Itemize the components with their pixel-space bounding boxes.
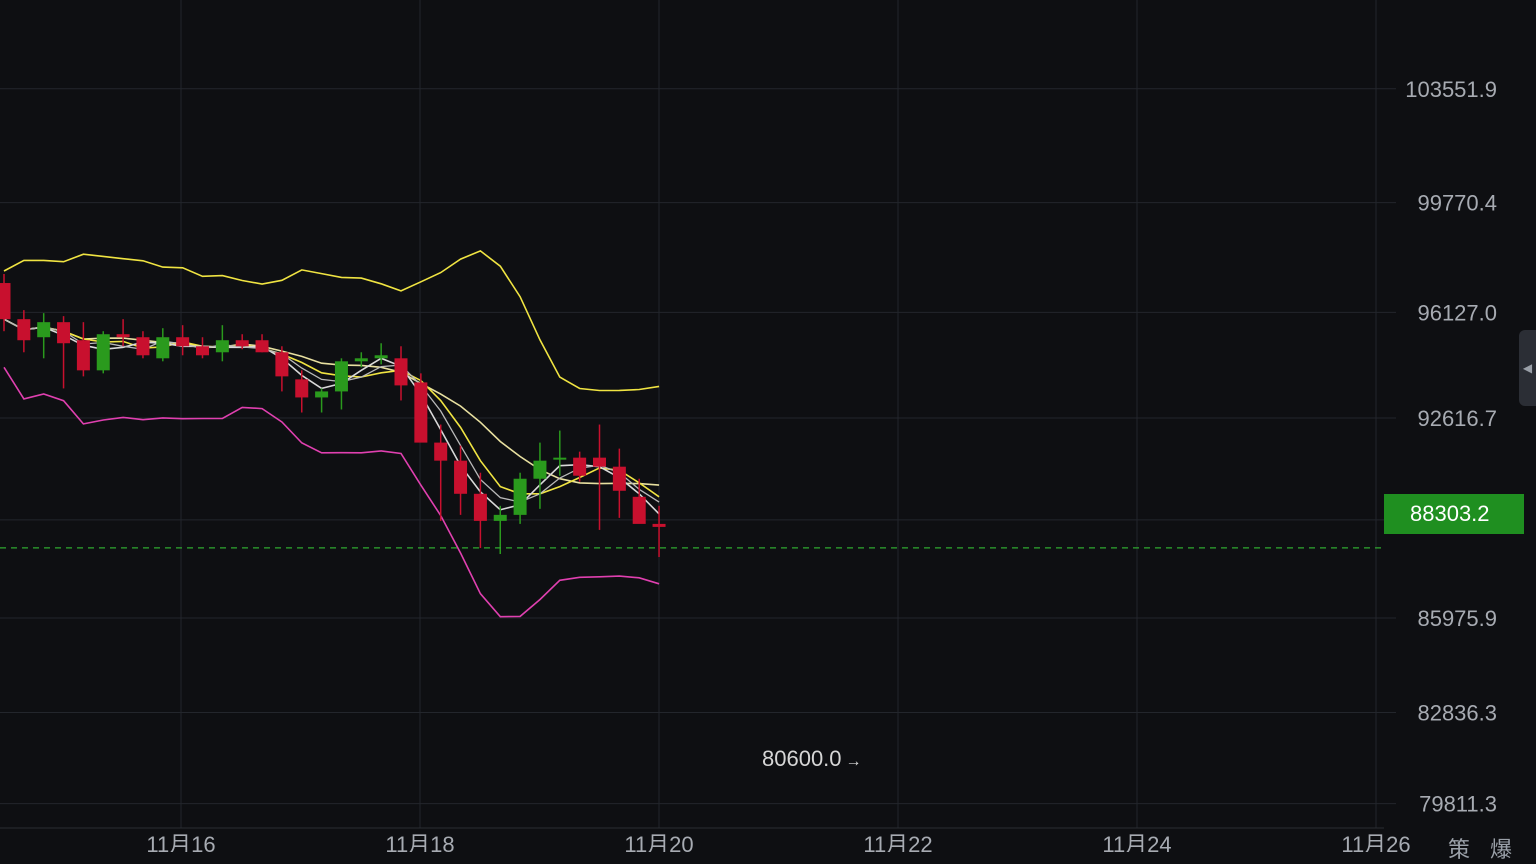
low-price-annotation: 80600.0 →	[762, 746, 862, 772]
candle-body	[136, 337, 150, 356]
candle-body	[354, 358, 368, 362]
candle-body	[255, 340, 269, 353]
ma-slow-line	[3, 318, 660, 498]
candles	[0, 273, 666, 558]
candle-body	[513, 478, 527, 515]
candle-body	[434, 442, 448, 461]
candle-body	[334, 361, 348, 392]
candle-body	[315, 391, 329, 398]
candle-body	[533, 460, 547, 479]
time-axis-label: 11月18	[385, 832, 454, 852]
candle-body	[612, 466, 626, 491]
ma-fast-line	[3, 318, 660, 515]
candle-body	[295, 379, 309, 398]
candle-body	[493, 514, 507, 521]
candle-body	[473, 493, 487, 521]
price-axis-label: 85975.9	[1417, 606, 1497, 631]
price-axis-label: 99770.4	[1417, 191, 1497, 216]
candle-body	[156, 337, 170, 359]
candle-body	[593, 457, 606, 467]
candle-body	[196, 346, 209, 356]
strategy-tool-button[interactable]: 策	[1448, 837, 1471, 862]
candle-body	[235, 340, 249, 347]
candle-body	[96, 334, 110, 371]
current-price-tag: 88303.2	[1384, 494, 1524, 534]
time-axis-label: 11月26	[1341, 832, 1410, 852]
candle-body	[275, 352, 289, 377]
candle-body	[37, 322, 51, 338]
candle-body	[454, 460, 468, 494]
time-axis-label: 11月20	[624, 832, 693, 852]
candle-body	[553, 457, 567, 460]
time-axis[interactable]: 11月16 11月18 11月20 11月22 11月24 11月26	[146, 832, 1410, 857]
price-axis[interactable]: 103551.999770.496127.092616.789234.58597…	[1405, 77, 1497, 817]
candle-body	[632, 496, 646, 524]
candle-body	[76, 340, 90, 371]
price-axis-label: 79811.3	[1419, 792, 1497, 817]
bollinger-upper-line	[3, 249, 660, 392]
candle-body	[0, 283, 11, 320]
time-axis-label: 11月22	[863, 832, 932, 852]
time-axis-label: 11月24	[1102, 832, 1171, 852]
time-axis-label: 11月16	[146, 832, 215, 852]
collapse-panel-handle[interactable]: ◀	[1519, 330, 1536, 406]
candle-body	[652, 523, 666, 527]
candle-body	[394, 358, 408, 386]
candle-body	[57, 322, 71, 344]
price-axis-label: 103551.9	[1405, 77, 1497, 102]
candle-body	[215, 340, 229, 353]
price-axis-label: 96127.0	[1417, 300, 1497, 325]
candle-body	[374, 355, 388, 359]
candle-body	[116, 334, 130, 338]
candle-body	[414, 382, 428, 443]
candle-body	[176, 337, 190, 347]
arrow-right-icon: →	[845, 753, 862, 770]
ma-medium-line	[3, 318, 660, 503]
bollinger-lower-line	[3, 366, 660, 618]
chevron-left-icon: ◀	[1522, 361, 1533, 375]
candle-body	[17, 319, 31, 341]
moving-average-lines	[3, 249, 660, 618]
candle-body	[573, 457, 587, 476]
price-axis-label: 82836.3	[1417, 700, 1497, 725]
low-price-value: 80600.0	[762, 746, 842, 771]
chart-grid	[0, 0, 1396, 829]
price-axis-label: 92616.7	[1417, 406, 1497, 431]
liquidation-tool-button[interactable]: 爆	[1490, 837, 1513, 862]
